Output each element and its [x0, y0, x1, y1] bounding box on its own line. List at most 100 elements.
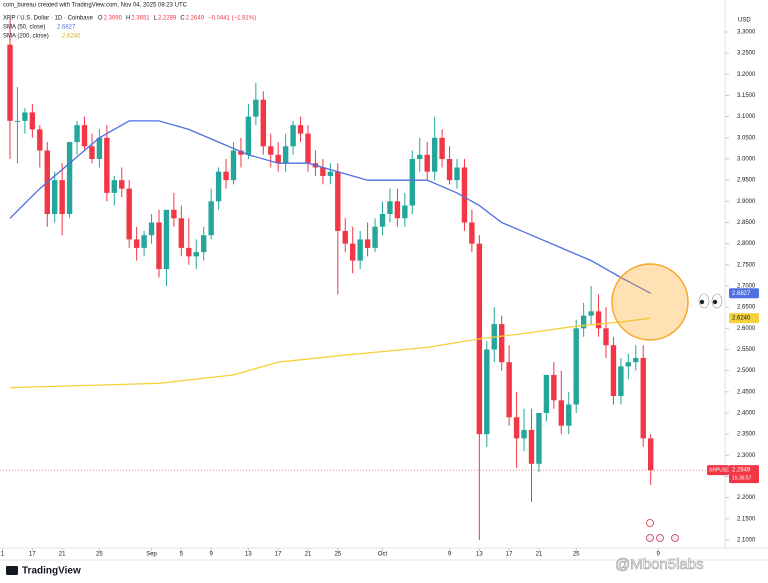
sma200-value: 2.6240 — [62, 34, 81, 40]
candle-body — [148, 222, 155, 236]
credit: coin_bureau created with TradingView.com… — [3, 3, 188, 9]
candle-body — [22, 112, 28, 121]
y-tick-label: 2.9000 — [737, 199, 756, 205]
candle-body — [595, 311, 602, 329]
candle-body — [111, 180, 117, 193]
y-tick-label: 3.1000 — [737, 114, 756, 120]
candle-body — [305, 133, 311, 164]
x-tick-label: 5 — [180, 552, 184, 558]
y-tick-label: 3.1500 — [737, 93, 756, 99]
candle-body — [163, 209, 170, 270]
candle-body — [350, 243, 356, 261]
candle-body — [372, 226, 378, 248]
brand: TradingView — [22, 566, 81, 577]
candle-body — [290, 125, 296, 147]
y-tick-label: 2.8000 — [737, 241, 756, 247]
candle-body — [566, 404, 572, 426]
ohlc-value: 2.3090 — [104, 16, 123, 22]
candle-body — [446, 158, 453, 181]
ohlc-label: O — [98, 16, 103, 22]
candle-body — [171, 209, 177, 219]
brand-logo — [6, 566, 18, 575]
candle-body — [648, 438, 654, 471]
y-tick-label: 2.4500 — [737, 389, 756, 395]
candle-body — [52, 180, 58, 215]
candle-body — [640, 357, 646, 439]
x-tick-label: Oct — [378, 552, 388, 558]
candle-body — [484, 349, 490, 435]
symbol: XRP / U.S. Dollar · 1D · Coinbase — [3, 16, 94, 22]
candle-body — [610, 345, 617, 397]
ohlc-label: L — [154, 16, 158, 22]
candle-body — [96, 137, 103, 159]
last-price-label: 2.2649 — [732, 468, 751, 474]
candle-body — [573, 328, 579, 405]
y-tick-label: 3.2000 — [737, 72, 756, 78]
plot-area — [7, 19, 654, 540]
candle-body — [335, 171, 341, 231]
candle-body — [499, 324, 505, 363]
candle-body — [424, 154, 430, 172]
candle-body — [245, 116, 252, 155]
candle-body — [89, 146, 95, 159]
candle-body — [633, 357, 639, 363]
highlight-circle — [611, 263, 689, 341]
candle-body — [275, 154, 281, 164]
candle-body — [223, 171, 229, 181]
candle-body — [439, 137, 445, 159]
candle-body — [543, 374, 550, 413]
candle-body — [417, 154, 423, 159]
ohlc-label: C — [180, 16, 185, 22]
y-tick-label: 2.5500 — [737, 347, 756, 353]
candle-body — [74, 125, 80, 143]
candle-body — [282, 146, 289, 164]
candle-body — [14, 120, 21, 122]
ticker: XRPUSD — [709, 467, 730, 473]
ohlc-value: 2.2649 — [186, 16, 205, 22]
y-tick-label: 2.6500 — [737, 305, 756, 311]
price-badge — [729, 288, 759, 299]
x-tick-label: 25 — [334, 552, 341, 558]
watermark: @Mbon5labs — [615, 556, 704, 573]
candle-body — [603, 328, 609, 346]
candle-body — [133, 239, 140, 248]
candle-body — [29, 112, 36, 130]
candle-body — [357, 239, 363, 261]
y-tick-label: 2.9500 — [737, 178, 756, 184]
x-tick-label: 9 — [448, 552, 452, 558]
y-tick-label: 2.3000 — [737, 453, 756, 459]
y-tick-label: 3.2500 — [737, 51, 756, 57]
last-price-badge — [729, 465, 759, 484]
candle-body — [238, 150, 244, 155]
candle-body — [37, 129, 43, 151]
ohlc-label: H — [126, 16, 130, 22]
change: −0.0441 (−1.91%) — [208, 16, 256, 22]
y-tick-label: 3.3000 — [737, 30, 756, 36]
price-badge-label: 2.6240 — [732, 316, 751, 322]
candle-body — [208, 201, 214, 236]
price-badge-label: 2.6827 — [732, 291, 751, 297]
x-tick-label: 13 — [245, 552, 252, 558]
sma50-value: 2.6827 — [57, 25, 76, 31]
candle-body — [461, 167, 468, 223]
x-tick-label: 13 — [476, 552, 483, 558]
y-tick-label: 2.4000 — [737, 411, 756, 417]
y-tick-label: 2.1000 — [737, 538, 756, 544]
candle-body — [387, 201, 393, 215]
candle-body — [215, 171, 222, 202]
y-tick-label: 2.7000 — [737, 284, 756, 290]
candle-body — [521, 429, 527, 439]
y-tick-label: 3.0000 — [737, 157, 756, 163]
candle-body — [454, 167, 460, 181]
candle-body — [394, 201, 401, 219]
x-tick-label: 17 — [29, 552, 36, 558]
candle-body — [119, 180, 125, 189]
currency: USD — [738, 18, 751, 24]
candle-body — [104, 137, 110, 193]
candle-body — [431, 137, 438, 172]
candle-body — [81, 125, 88, 147]
candle-body — [625, 362, 632, 367]
candle-body — [409, 158, 415, 206]
y-tick-label: 2.7500 — [737, 262, 756, 268]
